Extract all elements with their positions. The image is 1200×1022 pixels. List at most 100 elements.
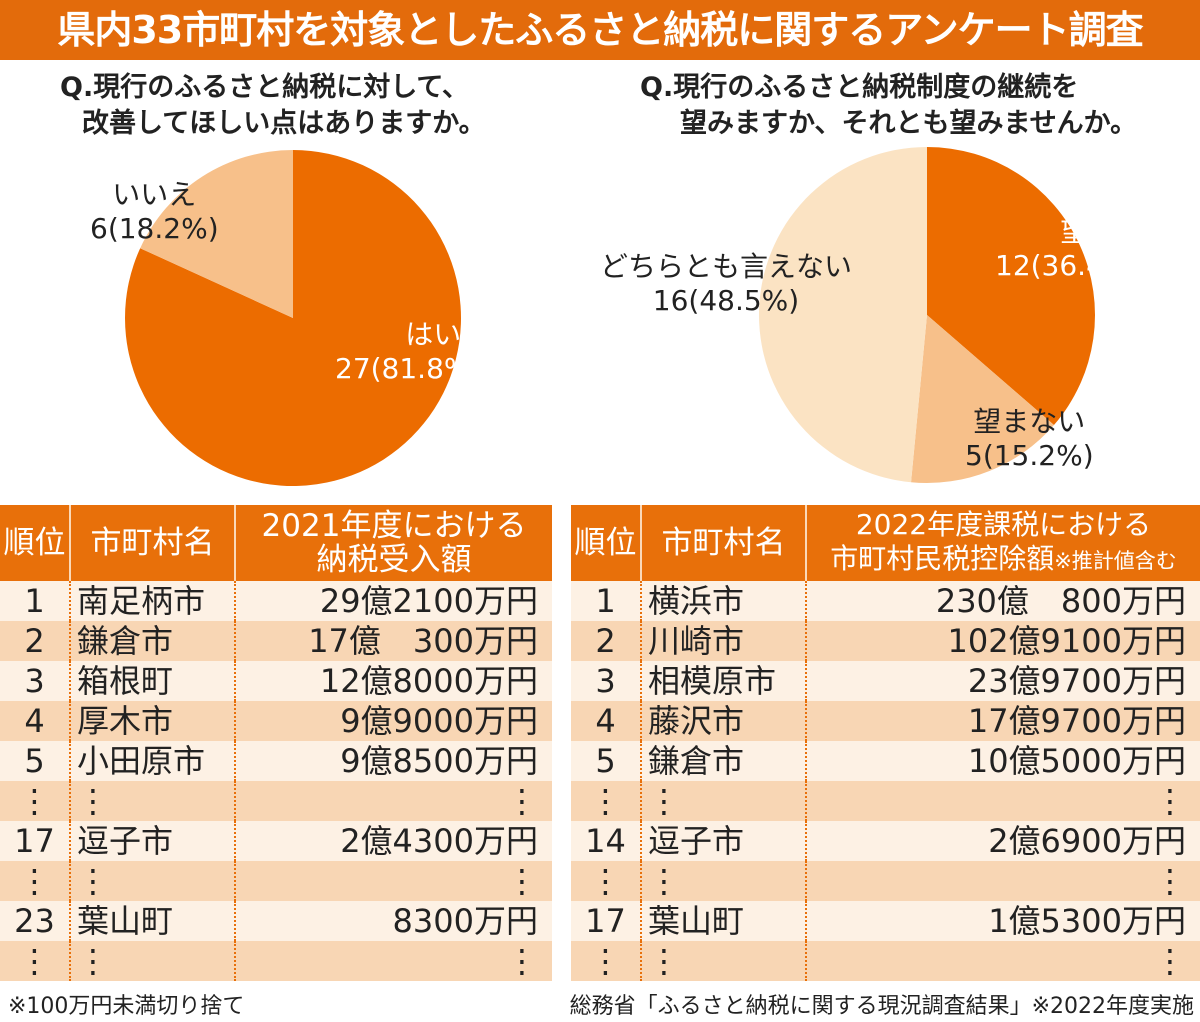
cell-municipality: 鎌倉市 (640, 741, 806, 781)
slice-label-no: いいえ 6(18.2%) (90, 178, 219, 245)
pie-slice (140, 150, 293, 318)
pie-slice (911, 315, 1054, 484)
header-deduction: 2022年度課税における 市町村民税控除額※推計値含む (805, 505, 1200, 581)
table-row: 17 逗子市 2億4300万円 (0, 821, 552, 861)
cell-municipality: ⋮ (69, 781, 235, 821)
cell-rank: 5 (571, 741, 641, 781)
cell-municipality: 箱根町 (69, 661, 235, 701)
cell-amount: 10億5000万円 (805, 741, 1200, 781)
cell-rank: 17 (0, 821, 70, 861)
pie-chart-1 (125, 150, 462, 487)
cell-amount: ⋮ (234, 861, 552, 901)
pie-chart-2 (759, 147, 1095, 484)
cell-amount: 1億5300万円 (805, 901, 1200, 941)
source-note: 総務省「ふるさと納税に関する現況調査結果」※2022年度実施 (569, 994, 1194, 1019)
header-municipality: 市町村名 (640, 505, 806, 581)
question-2: Q.現行のふるさと納税制度の継続を 望みますか、それとも望みませんか。 (640, 72, 1138, 139)
cell-municipality: ⋮ (640, 781, 806, 821)
cell-rank: 4 (571, 701, 641, 741)
table-row: 4 藤沢市 17億9700万円 (571, 701, 1200, 741)
slice-label-want: 望む 12(36.4%) (995, 215, 1142, 282)
ranking-table-2021: 順位 市町村名 2021年度における 納税受入額 1 南足柄市 29億2100万円 2 鎌… (0, 505, 552, 981)
table-row: 3 相模原市 23億9700万円 (571, 661, 1200, 701)
cell-amount: ⋮ (805, 941, 1200, 981)
cell-amount: 29億2100万円 (234, 581, 552, 621)
cell-rank: ⋮ (571, 861, 641, 901)
cell-municipality: ⋮ (640, 861, 806, 901)
cell-rank: 1 (0, 581, 70, 621)
cell-rank: 2 (0, 621, 70, 661)
cell-amount: ⋮ (805, 781, 1200, 821)
ranking-table-2022: 順位 市町村名 2022年度課税における 市町村民税控除額※推計値含む 1 横浜市 2… (571, 505, 1200, 981)
cell-rank: ⋮ (571, 941, 641, 981)
cell-amount: 8300万円 (234, 901, 552, 941)
pie-slice (125, 150, 462, 487)
cell-municipality: 藤沢市 (640, 701, 806, 741)
cell-municipality: ⋮ (640, 941, 806, 981)
question-1: Q.現行のふるさと納税に対して、 改善してほしい点はありますか。 (60, 72, 486, 139)
table-row: ⋮ ⋮ ⋮ (0, 941, 552, 981)
cell-municipality: 相模原市 (640, 661, 806, 701)
cell-rank: ⋮ (0, 861, 70, 901)
footnote: ※100万円未満切り捨て (8, 994, 245, 1019)
cell-rank: 1 (571, 581, 641, 621)
cell-municipality: 葉山町 (69, 901, 235, 941)
cell-amount: 17億9700万円 (805, 701, 1200, 741)
cell-municipality: 厚木市 (69, 701, 235, 741)
table-row: 4 厚木市 9億9000万円 (0, 701, 552, 741)
page-title: 県内33市町村を対象としたふるさと納税に関するアンケート調査 (0, 0, 1200, 60)
cell-municipality: 川崎市 (640, 621, 806, 661)
table-row: 5 鎌倉市 10億5000万円 (571, 741, 1200, 781)
cell-municipality: 葉山町 (640, 901, 806, 941)
cell-amount: ⋮ (234, 781, 552, 821)
cell-amount: 23億9700万円 (805, 661, 1200, 701)
header-municipality: 市町村名 (69, 505, 235, 581)
cell-amount: ⋮ (234, 941, 552, 981)
cell-rank: ⋮ (0, 941, 70, 981)
cell-municipality: 横浜市 (640, 581, 806, 621)
cell-amount: 230億 800万円 (805, 581, 1200, 621)
table-row: 1 横浜市 230億 800万円 (571, 581, 1200, 621)
cell-rank: ⋮ (0, 781, 70, 821)
cell-municipality: 鎌倉市 (69, 621, 235, 661)
cell-rank: 3 (571, 661, 641, 701)
cell-amount: ⋮ (805, 861, 1200, 901)
table-row: 23 葉山町 8300万円 (0, 901, 552, 941)
header-rank: 順位 (571, 505, 641, 581)
cell-amount: 2億4300万円 (234, 821, 552, 861)
cell-municipality: 南足柄市 (69, 581, 235, 621)
cell-municipality: ⋮ (69, 861, 235, 901)
cell-amount: 102億9100万円 (805, 621, 1200, 661)
table-row: ⋮ ⋮ ⋮ (571, 861, 1200, 901)
cell-rank: 2 (571, 621, 641, 661)
cell-rank: 14 (571, 821, 641, 861)
cell-rank: 4 (0, 701, 70, 741)
cell-municipality: 逗子市 (640, 821, 806, 861)
slice-label-dont-want: 望まない 5(15.2%) (965, 405, 1094, 472)
cell-amount: 12億8000万円 (234, 661, 552, 701)
table-row: 2 鎌倉市 17億 300万円 (0, 621, 552, 661)
cell-municipality: ⋮ (69, 941, 235, 981)
slice-label-neutral: どちらとも言えない 16(48.5%) (600, 250, 853, 317)
cell-rank: ⋮ (571, 781, 641, 821)
cell-municipality: 逗子市 (69, 821, 235, 861)
cell-rank: 23 (0, 901, 70, 941)
header-amount: 2021年度における 納税受入額 (234, 505, 552, 581)
cell-rank: 17 (571, 901, 641, 941)
table-row: ⋮ ⋮ ⋮ (0, 861, 552, 901)
table-row: 3 箱根町 12億8000万円 (0, 661, 552, 701)
cell-amount: 2億6900万円 (805, 821, 1200, 861)
cell-rank: 3 (0, 661, 70, 701)
table-row: 17 葉山町 1億5300万円 (571, 901, 1200, 941)
pie-slice (759, 147, 927, 483)
table-row: ⋮ ⋮ ⋮ (0, 781, 552, 821)
cell-municipality: 小田原市 (69, 741, 235, 781)
table-row: 2 川崎市 102億9100万円 (571, 621, 1200, 661)
cell-rank: 5 (0, 741, 70, 781)
slice-label-yes: はい 27(81.8%) (335, 318, 482, 385)
cell-amount: 9億8500万円 (234, 741, 552, 781)
header-rank: 順位 (0, 505, 70, 581)
pie-slice (927, 147, 1095, 426)
cell-amount: 9億9000万円 (234, 701, 552, 741)
table-row: 14 逗子市 2億6900万円 (571, 821, 1200, 861)
